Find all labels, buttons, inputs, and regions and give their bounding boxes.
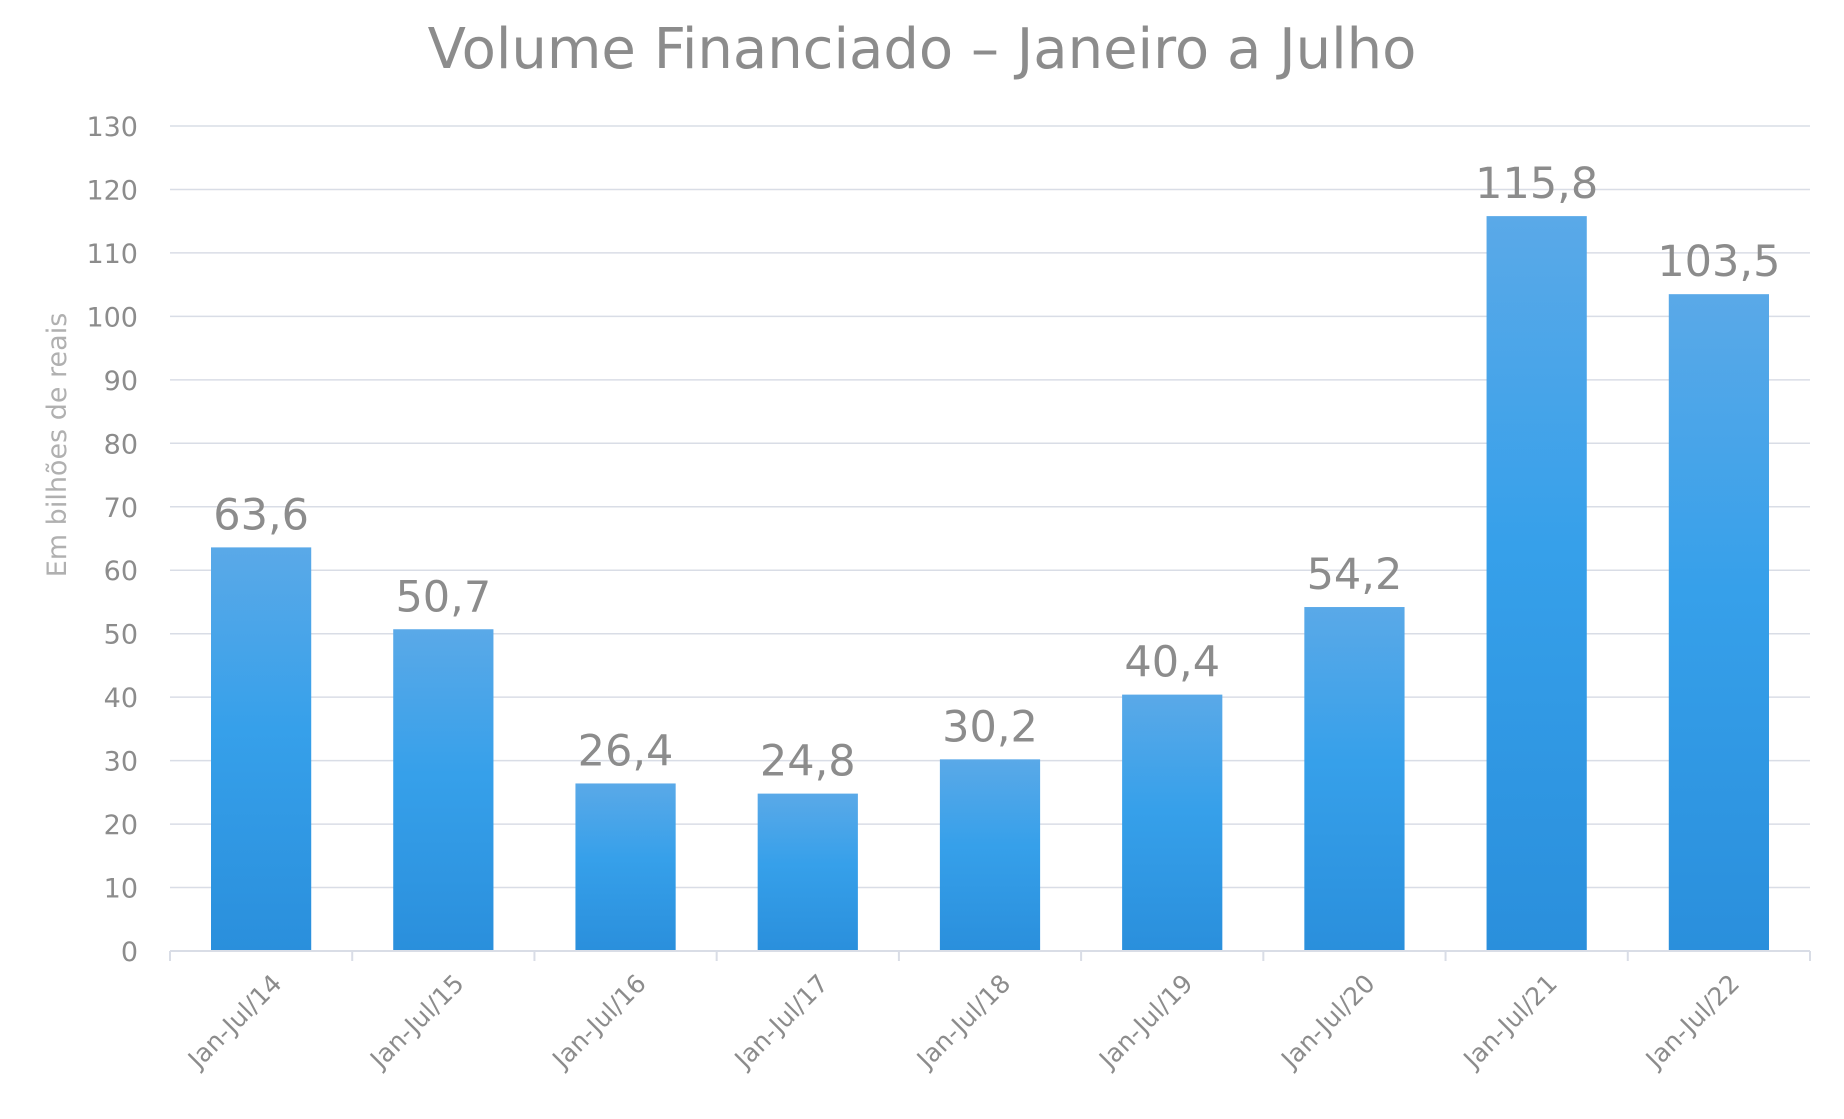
- data-label: 115,8: [1475, 159, 1598, 209]
- y-tick-label: 120: [86, 175, 138, 206]
- bars: [211, 216, 1769, 952]
- y-tick-label: 40: [104, 683, 138, 714]
- x-tick-label: Jan-Jul/14: [181, 969, 287, 1075]
- x-axis-ticks: Jan-Jul/14 Jan-Jul/15 Jan-Jul/16 Jan-Jul/17…: [181, 969, 1745, 1075]
- y-axis-label: Em bilhões de reais: [42, 313, 73, 578]
- bar-Jan-Jul/17: [757, 793, 858, 951]
- y-tick-label: 10: [104, 874, 138, 905]
- chart-title: Volume Financiado – Janeiro a Julho: [428, 17, 1417, 82]
- bar-Jan-Jul/20: [1304, 607, 1405, 951]
- y-tick-label: 130: [86, 112, 138, 143]
- bar-Jan-Jul/19: [1122, 694, 1223, 951]
- x-tick-label: Jan-Jul/20: [1274, 969, 1380, 1075]
- bar-Jan-Jul/14: [211, 547, 312, 951]
- y-axis-ticks: 0 10 20 30 40 50 60 70 80 90 100 110 120 130: [86, 112, 138, 968]
- x-tick-label: Jan-Jul/15: [363, 969, 469, 1075]
- bar-Jan-Jul/21: [1486, 216, 1587, 952]
- bar-Jan-Jul/16: [575, 783, 676, 951]
- data-label: 24,8: [760, 737, 856, 787]
- x-tick-label: Jan-Jul/22: [1639, 969, 1745, 1075]
- y-tick-label: 30: [104, 747, 138, 778]
- y-tick-label: 110: [86, 239, 138, 270]
- x-tick-label: Jan-Jul/21: [1457, 969, 1563, 1075]
- data-label: 63,6: [213, 490, 309, 540]
- data-label: 26,4: [578, 726, 674, 776]
- y-tick-label: 20: [104, 810, 138, 841]
- data-label: 40,4: [1124, 638, 1220, 688]
- bar-Jan-Jul/15: [393, 629, 494, 951]
- data-label: 103,5: [1657, 237, 1780, 287]
- data-labels: 63,6 50,7 26,4 24,8 30,2 40,4 54,2 115,8 103,5: [213, 159, 1780, 787]
- x-tick-label: Jan-Jul/19: [1092, 969, 1198, 1075]
- y-tick-label: 100: [86, 302, 138, 333]
- x-axis-tick-marks: [169, 951, 1811, 961]
- data-label: 30,2: [942, 702, 1038, 752]
- x-tick-label: Jan-Jul/17: [728, 969, 834, 1075]
- y-tick-label: 90: [104, 366, 138, 397]
- bar-Jan-Jul/22: [1668, 294, 1769, 951]
- data-label: 54,2: [1307, 550, 1403, 600]
- y-tick-label: 0: [121, 937, 138, 968]
- y-tick-label: 80: [104, 429, 138, 460]
- bar-Jan-Jul/18: [939, 759, 1041, 951]
- x-tick-label: Jan-Jul/16: [545, 969, 651, 1075]
- y-tick-label: 60: [104, 556, 138, 587]
- data-label: 50,7: [395, 572, 491, 622]
- x-tick-label: Jan-Jul/18: [910, 969, 1016, 1075]
- y-tick-label: 70: [104, 493, 138, 524]
- y-tick-label: 50: [104, 620, 138, 651]
